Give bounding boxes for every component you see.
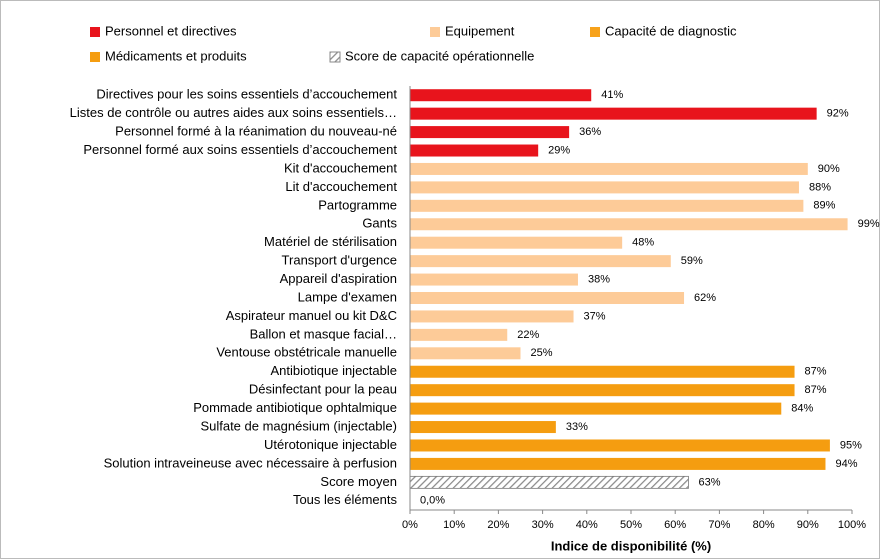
x-tick-label: 10% <box>443 519 465 531</box>
category-label: Transport d'urgence <box>282 253 397 268</box>
bar <box>410 328 508 341</box>
bar <box>410 310 574 323</box>
bar <box>410 347 521 360</box>
x-axis-title: Indice de disponibilité (%) <box>551 538 711 553</box>
x-tick-label: 70% <box>708 519 730 531</box>
bar <box>409 475 689 489</box>
data-label: 48% <box>632 237 654 249</box>
category-label: Utérotonique injectable <box>264 437 397 452</box>
category-label: Solution intraveineuse avec nécessaire à… <box>104 455 397 470</box>
bar <box>410 236 623 249</box>
data-label: 87% <box>805 366 827 378</box>
category-label: Personnel formé à la réanimation du nouv… <box>115 124 397 139</box>
data-label: 59% <box>681 255 703 267</box>
x-tick-label: 40% <box>576 519 598 531</box>
legend-swatch <box>90 27 100 37</box>
data-label: 41% <box>601 89 623 101</box>
category-label: Listes de contrôle ou autres aides aux s… <box>70 105 397 120</box>
data-label: 29% <box>548 144 570 156</box>
data-label: 22% <box>517 329 539 341</box>
bar <box>410 218 848 231</box>
data-label: 25% <box>531 347 553 359</box>
category-label: Appareil d'aspiration <box>280 271 397 286</box>
legend-swatch <box>329 51 341 63</box>
x-tick-label: 30% <box>532 519 554 531</box>
data-label: 62% <box>694 292 716 304</box>
category-label: Kit d'accouchement <box>284 160 397 175</box>
category-label: Partogramme <box>318 197 397 212</box>
legend-label: Médicaments et produits <box>105 48 247 63</box>
bar <box>410 402 782 415</box>
legend-label: Capacité de diagnostic <box>605 23 737 38</box>
category-label: Aspirateur manuel ou kit D&C <box>226 308 397 323</box>
data-label: 87% <box>805 384 827 396</box>
bar <box>410 181 799 194</box>
x-tick-label: 20% <box>487 519 509 531</box>
x-tick-label: 50% <box>620 519 642 531</box>
bar <box>410 255 671 268</box>
data-label: 63% <box>698 476 720 488</box>
x-tick-label: 100% <box>838 519 866 531</box>
x-tick-label: 0% <box>402 519 418 531</box>
category-label: Sulfate de magnésium (injectable) <box>200 418 397 433</box>
data-label: 89% <box>813 200 835 212</box>
bar <box>410 421 556 434</box>
x-tick-label: 60% <box>664 519 686 531</box>
legend-swatch <box>590 27 600 37</box>
category-label: Lit d'accouchement <box>285 179 397 194</box>
legend-label: Personnel et directives <box>105 23 237 38</box>
bar <box>410 144 539 157</box>
bar <box>410 199 804 212</box>
data-label: 36% <box>579 126 601 138</box>
category-label: Gants <box>362 216 397 231</box>
legend-label: Score de capacité opérationnelle <box>345 48 534 63</box>
category-label: Ballon et masque facial… <box>250 326 397 341</box>
category-label: Ventouse obstétricale manuelle <box>216 345 397 360</box>
legend-swatch <box>430 27 440 37</box>
bar <box>410 162 808 175</box>
data-label: 90% <box>818 163 840 175</box>
category-label: Personnel formé aux soins essentiels d’a… <box>83 142 397 157</box>
bar <box>410 89 592 102</box>
bar <box>410 273 578 286</box>
bar <box>410 457 826 470</box>
x-tick-label: 90% <box>797 519 819 531</box>
data-label: 84% <box>791 403 813 415</box>
category-label: Matériel de stérilisation <box>264 234 397 249</box>
data-label: 94% <box>835 458 857 470</box>
bar <box>410 292 685 304</box>
category-label: Antibiotique injectable <box>271 363 397 378</box>
category-label: Score moyen <box>320 474 397 489</box>
data-label: 95% <box>840 439 862 451</box>
category-label: Pommade antibiotique ophtalmique <box>193 400 397 415</box>
data-label: 0,0% <box>420 495 445 507</box>
bar <box>410 365 795 378</box>
data-label: 37% <box>584 310 606 322</box>
bar <box>410 439 830 452</box>
category-label: Désinfectant pour la peau <box>249 382 397 397</box>
data-label: 38% <box>588 273 610 285</box>
data-label: 92% <box>827 108 849 120</box>
bar <box>410 126 570 139</box>
legend-swatch <box>90 52 100 62</box>
category-label: Directives pour les soins essentiels d’a… <box>96 87 397 102</box>
data-label: 33% <box>566 421 588 433</box>
data-label: 99% <box>858 218 880 230</box>
bar <box>410 107 817 120</box>
legend-label: Equipement <box>445 23 515 38</box>
category-label: Lampe d'examen <box>298 289 397 304</box>
x-tick-label: 80% <box>753 519 775 531</box>
category-label: Tous les éléments <box>293 492 398 507</box>
data-label: 88% <box>809 181 831 193</box>
bar <box>410 384 795 397</box>
